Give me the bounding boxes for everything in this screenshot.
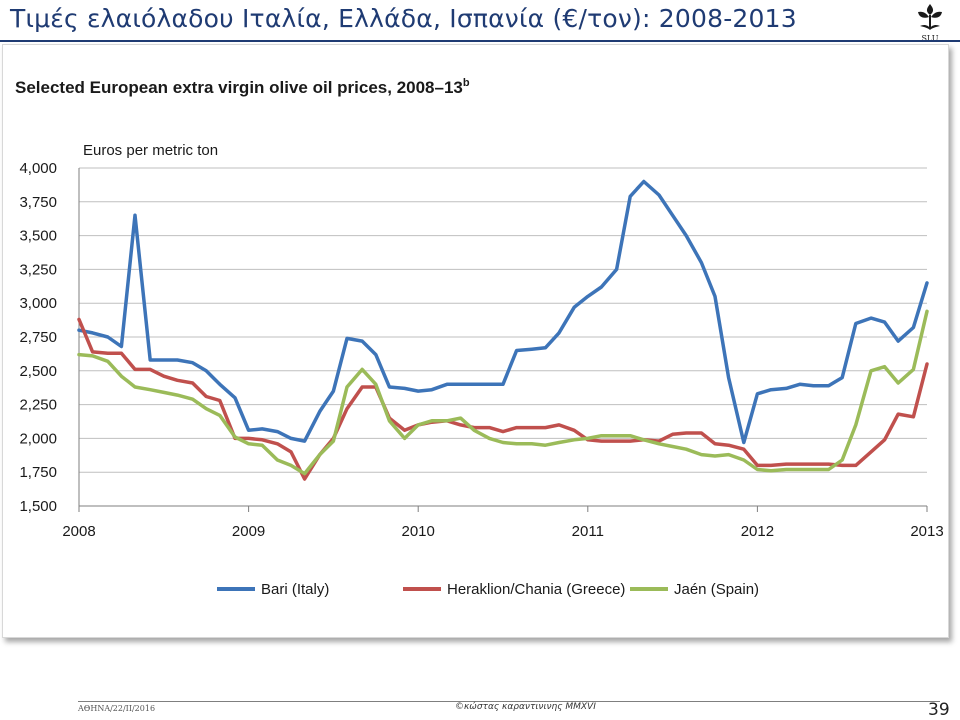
legend-label: Heraklion/Chania (Greece) xyxy=(447,581,625,598)
x-tick-label: 2009 xyxy=(232,523,265,540)
series-line xyxy=(77,317,929,481)
footer-copyright: ©κώστας καραντινινης MMXVI xyxy=(455,702,596,712)
y-tick-label: 3,750 xyxy=(19,194,57,211)
chart-title-superscript: b xyxy=(463,77,470,89)
x-tick-label: 2012 xyxy=(741,523,774,540)
y-tick-label: 3,500 xyxy=(19,228,57,245)
series-line xyxy=(77,179,929,445)
footer-date: ΑΘΗΝΑ/22/ΙΙ/2016 xyxy=(78,704,156,713)
y-tick-label: 2,750 xyxy=(19,329,57,346)
series-lines xyxy=(77,179,929,481)
y-tick-label: 3,000 xyxy=(19,295,57,312)
x-tick-label: 2011 xyxy=(572,523,604,540)
y-tick-label: 2,250 xyxy=(19,397,57,414)
x-tick-label: 2010 xyxy=(402,523,435,540)
page-number: 39 xyxy=(928,700,950,720)
logo-text: SLU xyxy=(921,34,938,42)
grid-lines xyxy=(79,167,927,473)
chart-title: Selected European extra virgin olive oil… xyxy=(15,77,470,97)
slide-title: Τιμές ελαιόλαδου Ιταλία, Ελλάδα, Ισπανία… xyxy=(10,4,797,33)
chart-panel: Selected European extra virgin olive oil… xyxy=(2,44,949,638)
y-axis-label: Euros per metric ton xyxy=(83,142,218,159)
legend: Bari (Italy) Heraklion/Chania (Greece) Jaé… xyxy=(217,581,759,598)
y-tick-label: 3,250 xyxy=(19,261,57,278)
chart-title-main: Selected European extra virgin olive oil… xyxy=(15,78,463,97)
slu-logo: SLU xyxy=(918,4,942,42)
x-tick-label: 2013 xyxy=(910,523,943,540)
line-chart: Selected European extra virgin olive oil… xyxy=(15,77,944,598)
x-tick-label: 2008 xyxy=(62,523,95,540)
y-tick-label: 1,750 xyxy=(19,464,57,481)
legend-label: Bari (Italy) xyxy=(261,581,329,598)
y-tick-label: 2,000 xyxy=(19,430,57,447)
footer-divider xyxy=(78,701,940,702)
y-tick-label: 1,500 xyxy=(19,498,57,515)
axes: 1,500 1,750 2,000 2,250 2,500 2,750 3,000 3,250… xyxy=(19,160,943,540)
legend-label: Jaén (Spain) xyxy=(674,581,759,598)
title-divider xyxy=(0,40,960,42)
y-tick-label: 4,000 xyxy=(19,160,57,177)
series-line xyxy=(77,309,929,476)
y-tick-label: 2,500 xyxy=(19,363,57,380)
